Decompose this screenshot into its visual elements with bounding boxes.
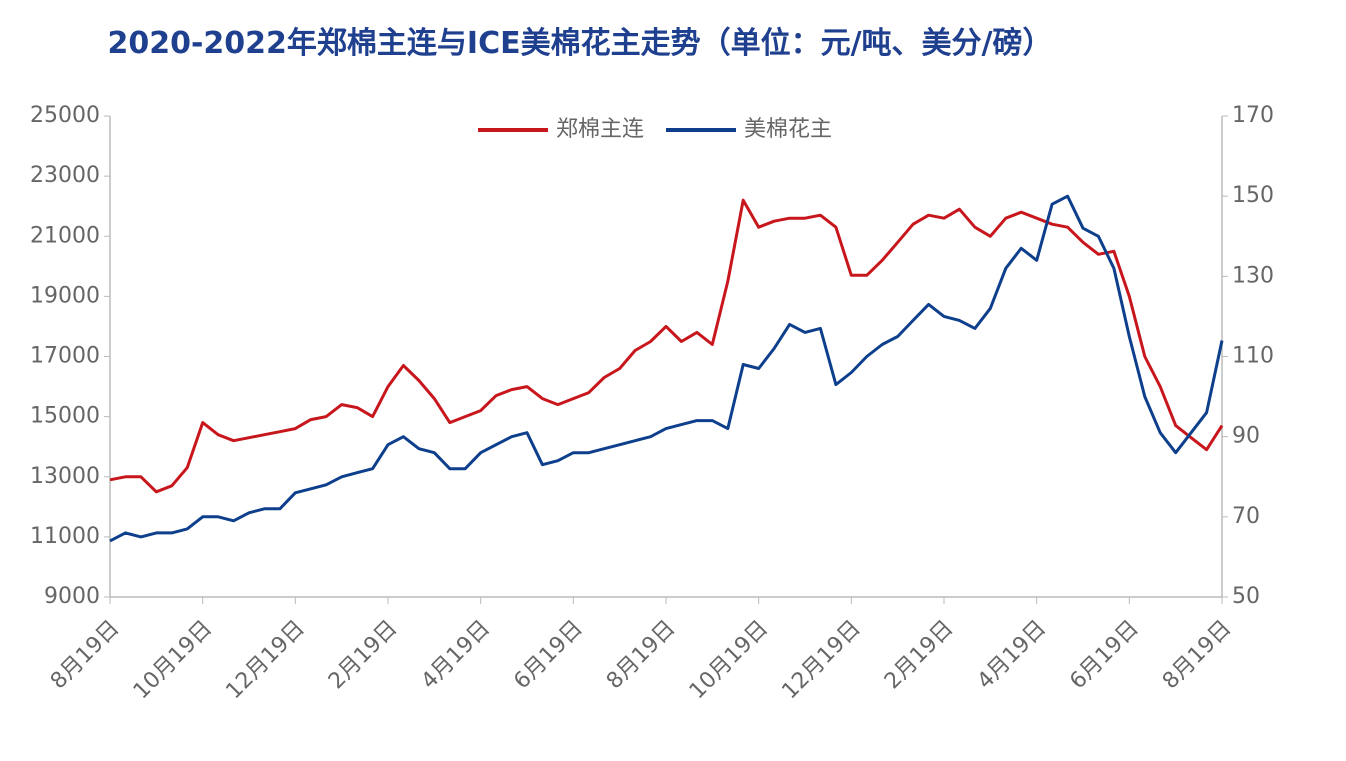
y2-tick-label: 130 (1232, 263, 1274, 288)
y2-tick-label: 70 (1232, 504, 1260, 529)
x-tick-label: 6月19日 (1065, 616, 1143, 694)
y-tick-label: 11000 (30, 524, 100, 549)
y-tick-label: 15000 (30, 404, 100, 429)
x-tick-label: 2月19日 (324, 616, 402, 694)
x-tick-label: 12月19日 (221, 616, 309, 704)
series-line (109, 198, 1224, 494)
x-tick-label: 8月19日 (1158, 616, 1236, 694)
x-tick-label: 2月19日 (880, 616, 958, 694)
x-tick-label: 6月19日 (509, 616, 587, 694)
y-tick-label: 13000 (30, 464, 100, 489)
x-tick-label: 4月19日 (973, 616, 1051, 694)
y-tick-label: 19000 (30, 283, 100, 308)
x-tick-label: 4月19日 (417, 616, 495, 694)
y2-tick-label: 170 (1232, 103, 1274, 128)
y2-tick-label: 110 (1232, 344, 1274, 369)
chart-title: 2020-2022年郑棉主连与ICE美棉花主走势（单位：元/吨、美分/磅） (107, 26, 1053, 61)
y2-tick-label: 90 (1232, 424, 1260, 449)
x-tick-label: 8月19日 (46, 616, 124, 694)
series-line (109, 194, 1224, 543)
y2-tick-label: 150 (1232, 183, 1274, 208)
x-tick-label: 10月19日 (129, 616, 217, 704)
x-tick-label: 8月19日 (602, 616, 680, 694)
y-tick-label: 23000 (30, 163, 100, 188)
y-tick-label: 25000 (30, 103, 100, 128)
legend-label: 美棉花主 (744, 117, 832, 142)
x-tick-label: 10月19日 (685, 616, 773, 704)
legend-label: 郑棉主连 (556, 117, 644, 142)
y-tick-label: 9000 (44, 584, 100, 609)
y-tick-label: 17000 (30, 344, 100, 369)
x-tick-label: 12月19日 (777, 616, 865, 704)
y-tick-label: 21000 (30, 223, 100, 248)
y2-tick-label: 50 (1232, 584, 1260, 609)
